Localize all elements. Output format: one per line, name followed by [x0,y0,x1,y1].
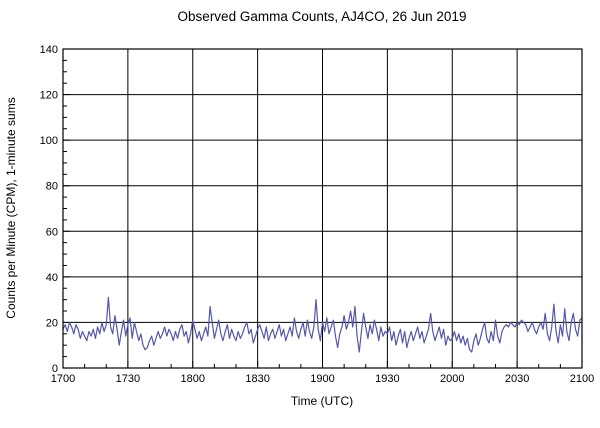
chart-title: Observed Gamma Counts, AJ4CO, 26 Jun 201… [178,9,467,24]
x-tick-label: 2030 [505,373,529,385]
y-tick-label: 120 [40,90,58,102]
x-tick-label: 1930 [375,373,399,385]
y-tick-label: 40 [46,272,58,284]
y-tick-label: 0 [52,363,58,375]
tick-labels: 1700 1730 1800 1830 1900 1930 2000 2030 2100 0 20 4… [40,44,595,385]
x-tick-label: 1700 [51,373,75,385]
plot-frame [62,48,583,369]
y-tick-label: 140 [40,44,58,56]
x-tick-label: 1900 [310,373,334,385]
y-tick-label: 80 [46,181,58,193]
x-tick-label: 1800 [181,373,205,385]
x-tick-label: 2000 [440,373,464,385]
x-tick-label: 1730 [116,373,140,385]
gamma-counts-polyline [62,296,583,353]
y-axis-label: Counts per Minute (CPM), 1-minute sums [4,97,18,318]
y-tick-label: 20 [46,317,58,329]
x-tick-label: 1830 [245,373,269,385]
x-axis-label: Time (UTC) [291,394,353,408]
y-tick-label: 100 [40,135,58,147]
x-tick-label: 2100 [570,373,594,385]
grid-lines [63,49,582,368]
data-series-line [62,296,583,353]
y-tick-label: 60 [46,226,58,238]
